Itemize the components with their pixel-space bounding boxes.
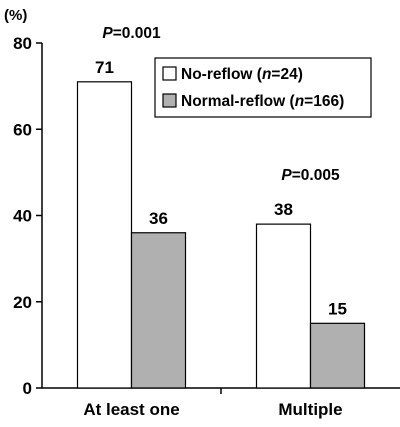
legend: No-reflow (n=24) Normal-reflow (n=166) (154, 57, 372, 118)
data-label: 38 (274, 200, 293, 219)
bar (309, 322, 366, 389)
x-axis: At least one Multiple (42, 387, 400, 419)
y-tick-label: 80 (13, 34, 32, 53)
p-value-annotations: P=0.001 P=0.005 (102, 25, 340, 184)
bar (255, 223, 312, 389)
data-labels: 71 36 38 15 (95, 58, 347, 319)
legend-swatch-no-reflow (162, 66, 177, 81)
legend-label-no-reflow: No-reflow (n=24) (181, 66, 303, 83)
y-tick-label: 0 (23, 379, 32, 398)
y-tick-label: 60 (13, 120, 32, 139)
x-category-label: Multiple (278, 400, 342, 419)
legend-label-normal-reflow: Normal-reflow (n=166) (181, 93, 344, 110)
legend-swatch-normal-reflow (162, 93, 177, 108)
p-value-label: P=0.005 (281, 167, 340, 184)
bars (76, 81, 366, 389)
bar (76, 81, 133, 389)
bar (130, 232, 187, 389)
x-category-label: At least one (83, 400, 179, 419)
data-label: 15 (328, 299, 347, 318)
legend-box (154, 57, 372, 118)
y-axis: 0 20 40 60 80 (13, 34, 43, 398)
y-tick-label: 20 (13, 293, 32, 312)
y-tick-label: 40 (13, 207, 32, 226)
data-label: 71 (95, 58, 114, 77)
y-unit-label: (%) (4, 7, 27, 24)
data-label: 36 (149, 209, 168, 228)
p-value-label: P=0.001 (102, 25, 161, 42)
